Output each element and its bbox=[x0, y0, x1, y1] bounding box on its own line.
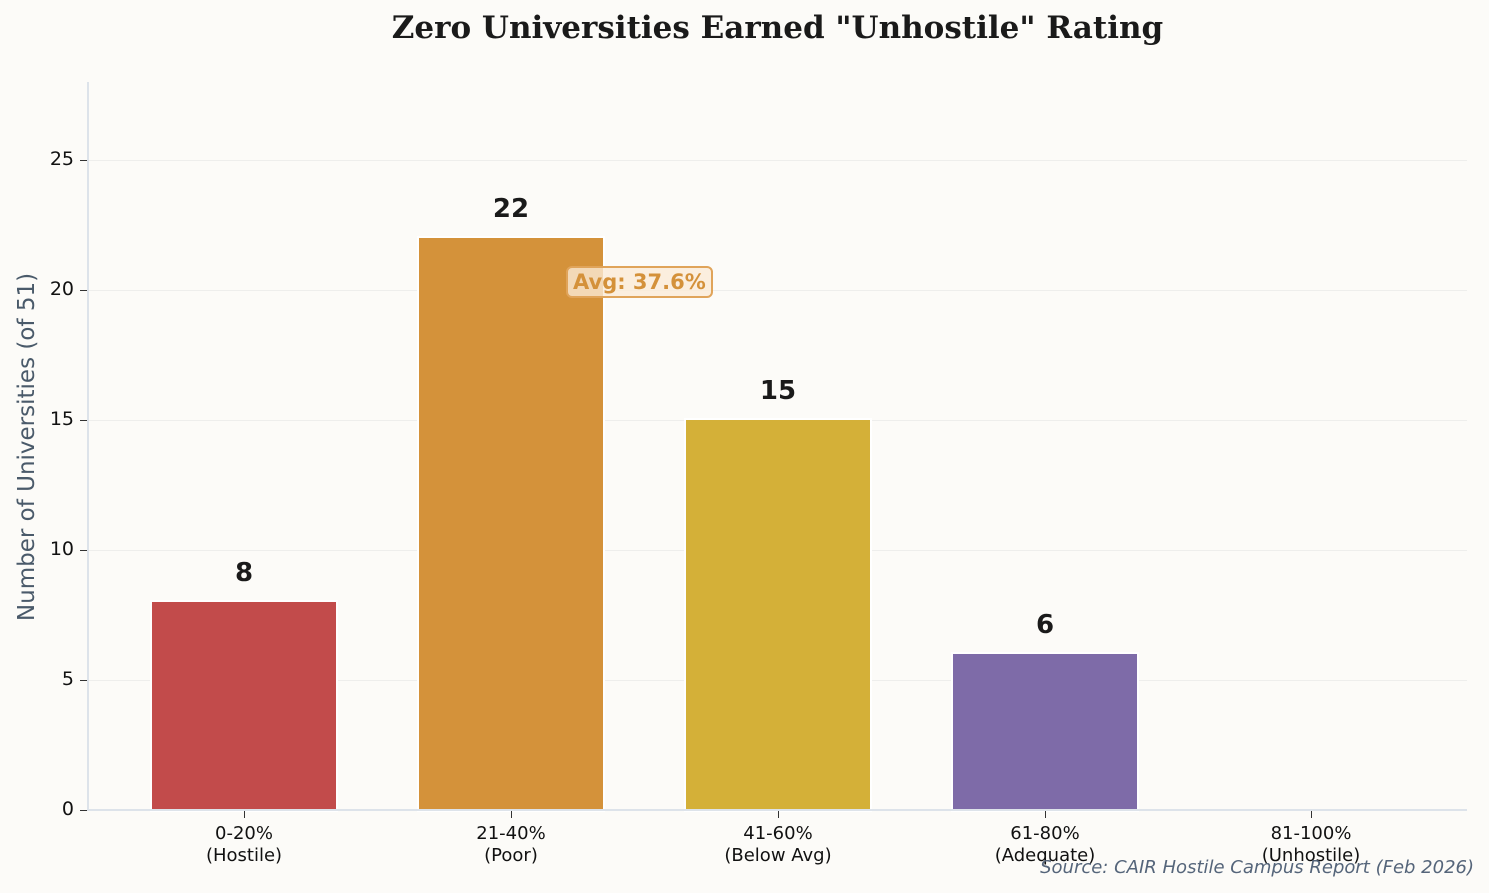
y-tick-mark bbox=[80, 810, 87, 811]
x-tick-label: 0-20% (Hostile) bbox=[205, 823, 283, 866]
chart-title: Zero Universities Earned "Unhostile" Rat… bbox=[391, 10, 1164, 46]
bar-value-label: 15 bbox=[759, 376, 797, 406]
gridline bbox=[88, 290, 1467, 291]
y-tick-label: 15 bbox=[49, 408, 74, 430]
average-annotation: Avg: 37.6% bbox=[566, 266, 713, 298]
x-tick-label: 61-80% (Adequate) bbox=[994, 823, 1096, 866]
x-tick-mark bbox=[244, 811, 245, 818]
y-tick-mark bbox=[80, 290, 87, 291]
bar bbox=[951, 652, 1139, 812]
x-tick-mark bbox=[1311, 811, 1312, 818]
y-axis-line bbox=[87, 82, 89, 811]
bar-value-label: 8 bbox=[234, 558, 254, 588]
x-tick-mark bbox=[778, 811, 779, 818]
bar bbox=[684, 418, 872, 812]
y-tick-mark bbox=[80, 680, 87, 681]
bar-value-label: 22 bbox=[492, 194, 530, 224]
y-tick-mark bbox=[80, 160, 87, 161]
y-axis-title: Number of Universities (of 51) bbox=[14, 272, 40, 622]
x-tick-label: 81-100% (Unhostile) bbox=[1261, 823, 1361, 866]
y-tick-label: 0 bbox=[61, 798, 74, 820]
y-tick-label: 25 bbox=[49, 148, 74, 170]
bar-value-label: 6 bbox=[1035, 610, 1055, 640]
x-tick-mark bbox=[511, 811, 512, 818]
x-tick-label: 21-40% (Poor) bbox=[476, 823, 546, 866]
x-tick-label: 41-60% (Below Avg) bbox=[724, 823, 832, 866]
bar bbox=[417, 236, 605, 812]
plot-area: 8 22 15 6 bbox=[88, 82, 1467, 812]
gridline bbox=[88, 160, 1467, 161]
x-tick-mark bbox=[1045, 811, 1046, 818]
bar bbox=[150, 600, 338, 812]
y-tick-label: 5 bbox=[61, 668, 74, 690]
y-tick-mark bbox=[80, 420, 87, 421]
y-tick-mark bbox=[80, 550, 87, 551]
x-axis-line bbox=[88, 809, 1467, 811]
source-note: Source: CAIR Hostile Campus Report (Feb … bbox=[1040, 857, 1474, 878]
y-tick-label: 10 bbox=[49, 538, 74, 560]
y-tick-label: 20 bbox=[49, 278, 74, 300]
